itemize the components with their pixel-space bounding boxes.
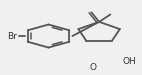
Text: OH: OH — [122, 57, 136, 66]
Text: O: O — [90, 63, 97, 72]
Text: Br: Br — [7, 32, 17, 41]
